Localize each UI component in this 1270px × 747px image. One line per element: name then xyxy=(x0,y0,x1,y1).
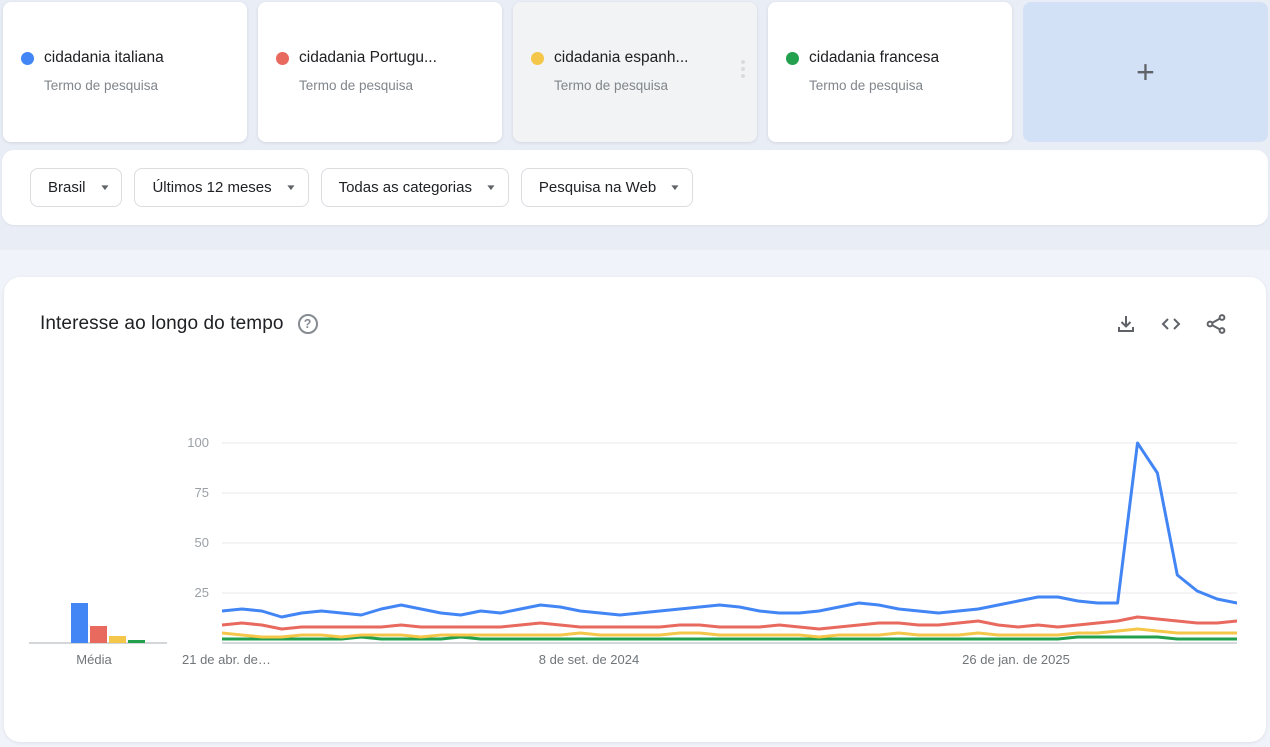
chart-title: Interesse ao longo do tempo xyxy=(40,313,284,334)
average-axis-label: Média xyxy=(76,652,112,667)
comparison-terms-row: cidadania italiana Termo de pesquisa cidad… xyxy=(3,2,1268,142)
term-card-header: cidadania espanh... xyxy=(531,49,743,67)
embed-icon[interactable] xyxy=(1159,312,1183,336)
interest-over-time-chart[interactable] xyxy=(222,413,1237,648)
kebab-menu-icon[interactable] xyxy=(741,60,745,78)
x-axis-label: 8 de set. de 2024 xyxy=(538,652,640,667)
filter-label: Todas as categorias xyxy=(338,179,472,196)
average-bar xyxy=(109,636,126,643)
filters-bar: Brasil ▼ Últimos 12 meses ▼ Todas as categor… xyxy=(2,150,1268,225)
add-comparison-button[interactable]: + xyxy=(1023,2,1268,142)
term-sublabel: Termo de pesquisa xyxy=(809,78,924,93)
filter-label: Pesquisa na Web xyxy=(538,179,657,196)
average-bars-chart xyxy=(29,603,167,644)
chevron-down-icon: ▼ xyxy=(98,182,111,192)
plus-icon: + xyxy=(1136,53,1155,90)
trend-line xyxy=(222,615,1237,631)
chart-header: Interesse ao longo do tempo ? xyxy=(40,312,1228,336)
chevron-down-icon: ▼ xyxy=(669,182,682,192)
help-icon[interactable]: ? xyxy=(297,314,318,334)
term-label: cidadania espanh... xyxy=(554,49,689,66)
filter-label: Brasil xyxy=(48,179,86,196)
y-axis-tick-label: 25 xyxy=(194,585,209,600)
interest-over-time-card: Interesse ao longo do tempo ? xyxy=(4,277,1266,742)
term-sublabel: Termo de pesquisa xyxy=(44,78,159,93)
filter-time-range[interactable]: Últimos 12 meses ▼ xyxy=(134,168,309,207)
term-color-dot-icon xyxy=(276,51,289,65)
x-axis-label: 26 de jan. de 2025 xyxy=(962,652,1070,667)
average-bar xyxy=(90,626,107,643)
chevron-down-icon: ▼ xyxy=(485,182,497,192)
filter-region[interactable]: Brasil ▼ xyxy=(30,168,123,207)
term-card[interactable]: cidadania italiana Termo de pesquisa xyxy=(3,2,247,142)
term-card[interactable]: cidadania Portugu... Termo de pesquisa xyxy=(258,2,502,142)
average-bar xyxy=(71,603,88,643)
term-label: cidadania francesa xyxy=(809,49,940,66)
term-color-dot-icon xyxy=(531,51,544,65)
chart-actions xyxy=(1114,312,1228,336)
term-card-header: cidadania Portugu... xyxy=(276,49,488,67)
term-card-header: cidadania francesa xyxy=(786,49,998,67)
y-axis-tick-label: 50 xyxy=(194,535,209,550)
chevron-down-icon: ▼ xyxy=(284,182,297,192)
term-card-header: cidadania italiana xyxy=(21,49,233,67)
y-axis-tick-label: 75 xyxy=(194,485,209,500)
filter-search-type[interactable]: Pesquisa na Web ▼ xyxy=(520,168,694,207)
trend-line xyxy=(222,635,1237,641)
term-sublabel: Termo de pesquisa xyxy=(299,78,414,93)
term-color-dot-icon xyxy=(21,51,34,65)
term-card[interactable]: cidadania espanh... Termo de pesquisa xyxy=(513,2,757,142)
term-sublabel: Termo de pesquisa xyxy=(554,78,669,93)
trend-line xyxy=(222,441,1237,619)
term-label: cidadania italiana xyxy=(44,49,164,66)
y-axis-tick-label: 100 xyxy=(187,435,209,450)
x-axis-label: 21 de abr. de… xyxy=(182,652,271,667)
filter-category[interactable]: Todas as categorias ▼ xyxy=(320,168,509,207)
term-label: cidadania Portugu... xyxy=(299,49,437,66)
term-card[interactable]: cidadania francesa Termo de pesquisa xyxy=(768,2,1012,142)
filter-label: Últimos 12 meses xyxy=(152,179,272,196)
trend-line xyxy=(222,627,1237,639)
term-color-dot-icon xyxy=(786,51,799,65)
average-bar xyxy=(128,640,145,643)
download-icon[interactable] xyxy=(1114,312,1138,336)
chart-body: Média 25 50 75 100 21 de abr. de… 8 de set. d… xyxy=(4,413,1266,688)
share-icon[interactable] xyxy=(1204,312,1228,336)
